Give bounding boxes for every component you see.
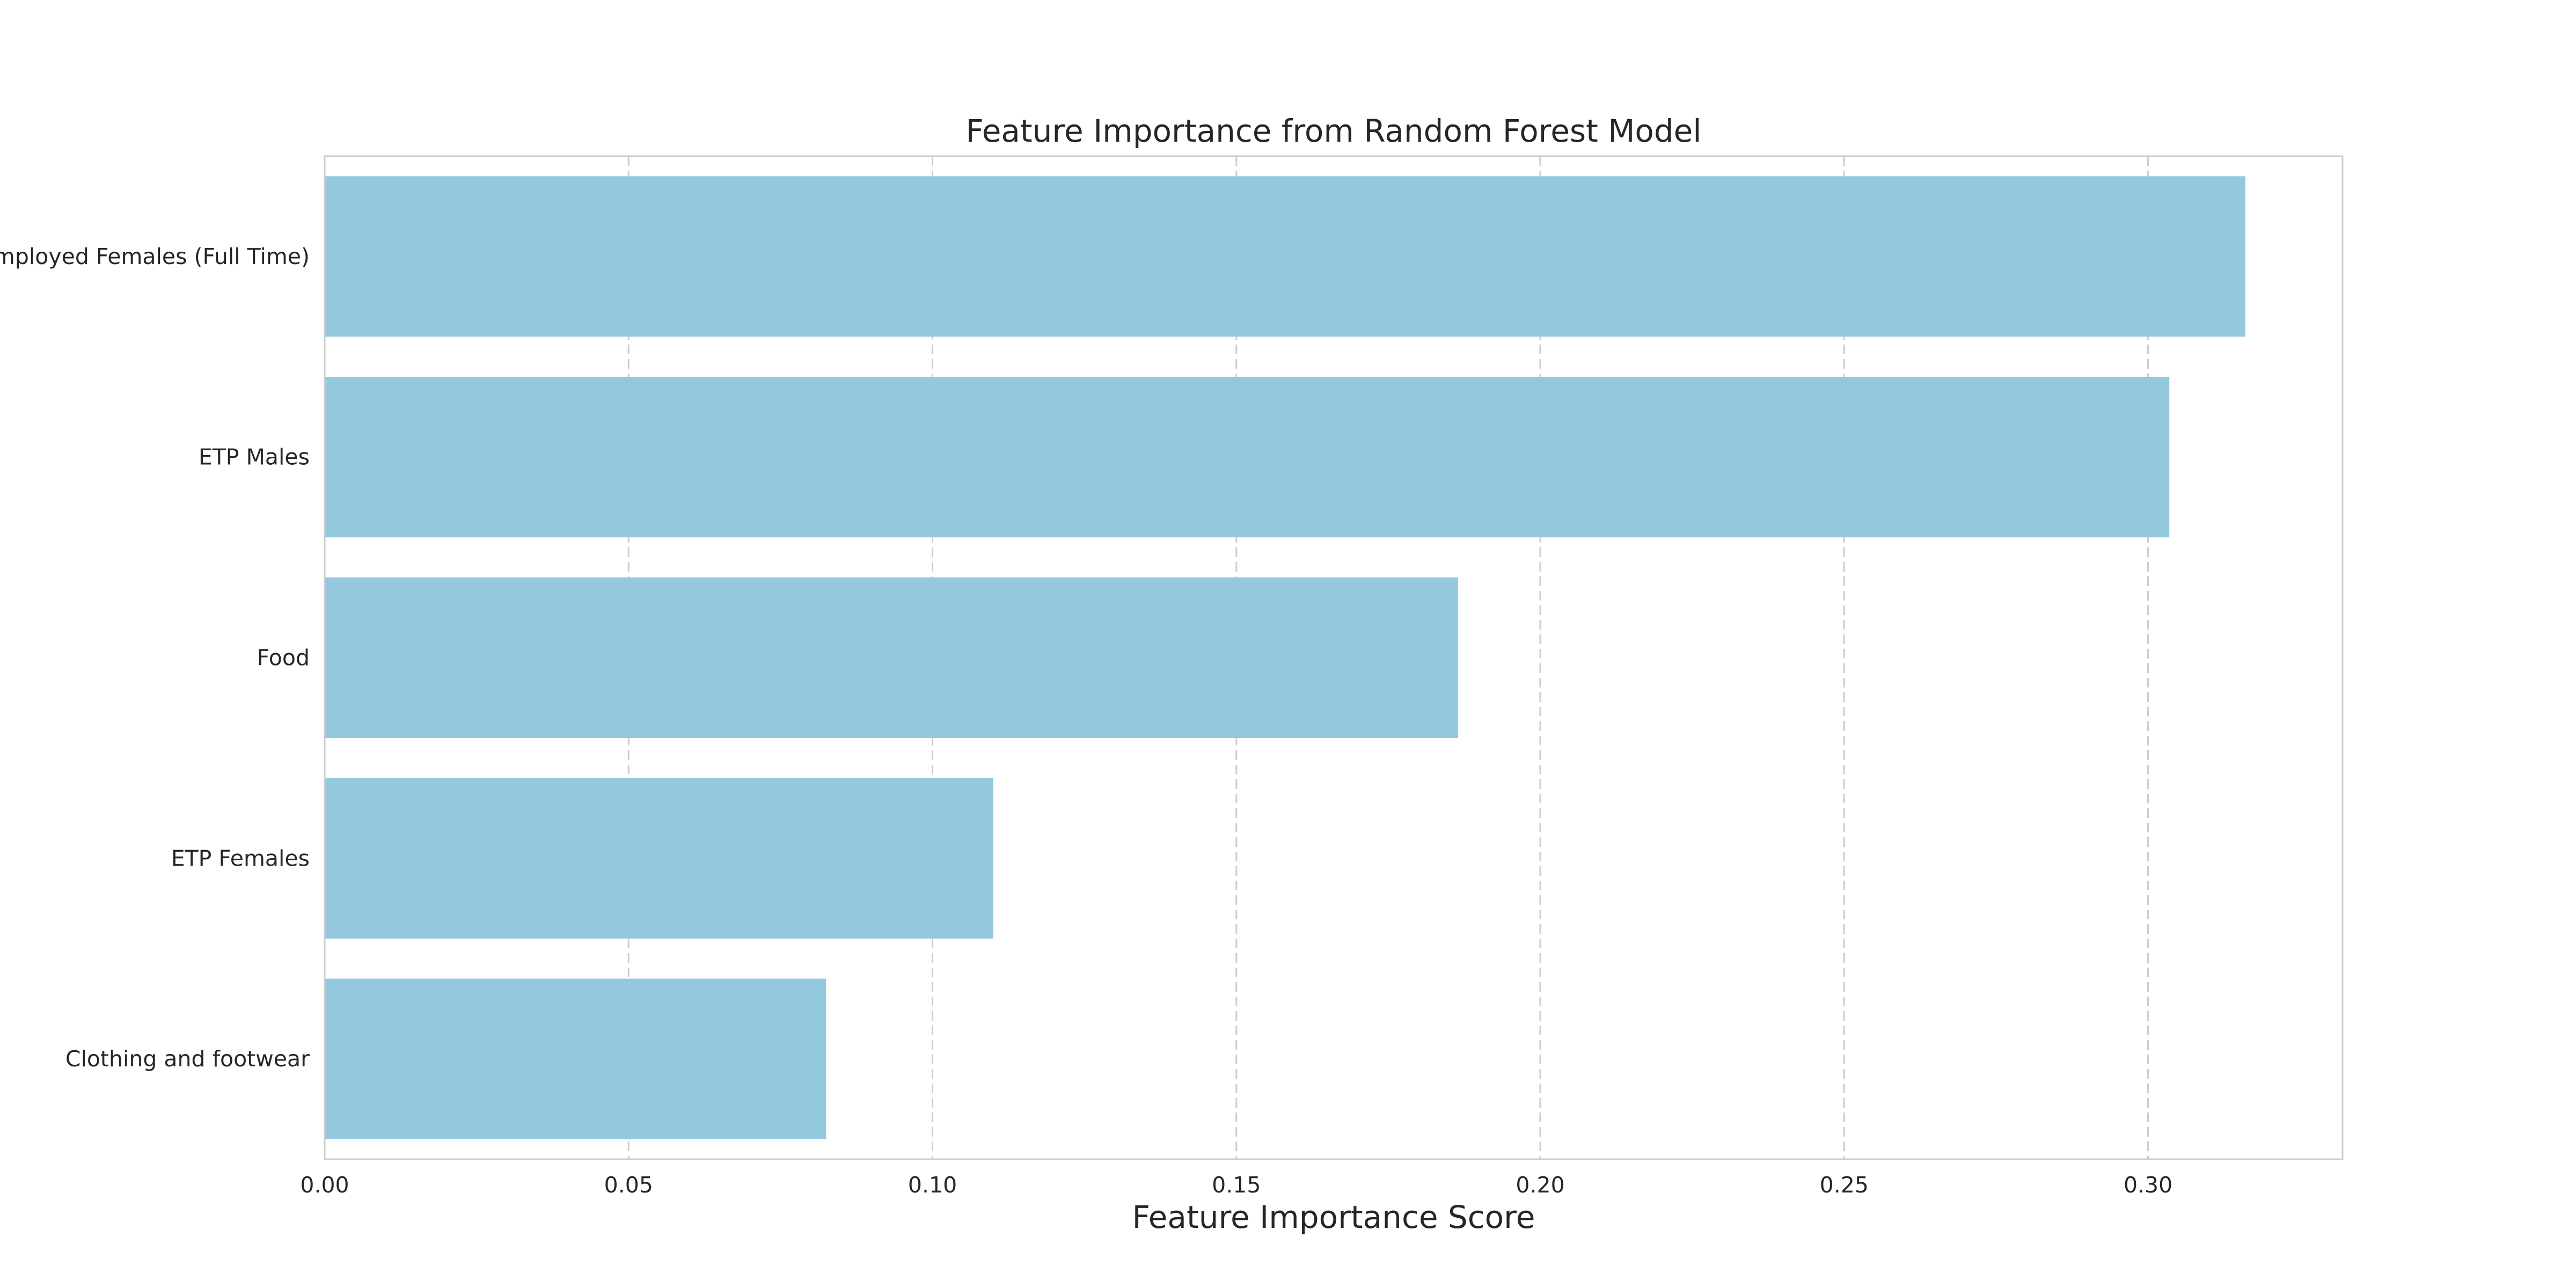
x-tick-label: 0.25 [1820, 1172, 1869, 1198]
x-tick-label: 0.10 [908, 1172, 957, 1198]
y-tick-label: Clothing and footwear [65, 1046, 310, 1072]
tick-labels: 0.00 0.05 0.10 0.15 0.20 0.25 0.30 Employed Fem… [0, 244, 2172, 1198]
x-tick-label: 0.00 [300, 1172, 349, 1198]
bar [325, 778, 993, 939]
x-axis-label: Feature Importance Score [1132, 1199, 1535, 1235]
plot-frame [324, 155, 2344, 1160]
x-tick-label: 0.05 [604, 1172, 653, 1198]
y-tick-label: ETP Females [171, 845, 310, 871]
bars [325, 176, 2245, 1139]
x-tick-label: 0.15 [1212, 1172, 1261, 1198]
bar [325, 377, 2170, 538]
y-tick-label: Food [257, 645, 310, 671]
y-tick-label: Employed Females (Full Time) [0, 244, 310, 269]
bar [325, 577, 1459, 738]
chart-title: Feature Importance from Random Forest Mo… [966, 113, 1702, 149]
bar [325, 176, 2245, 337]
bar [325, 978, 826, 1139]
y-tick-label: ETP Males [199, 444, 310, 470]
x-tick-label: 0.30 [2124, 1172, 2172, 1198]
x-tick-label: 0.20 [1516, 1172, 1564, 1198]
